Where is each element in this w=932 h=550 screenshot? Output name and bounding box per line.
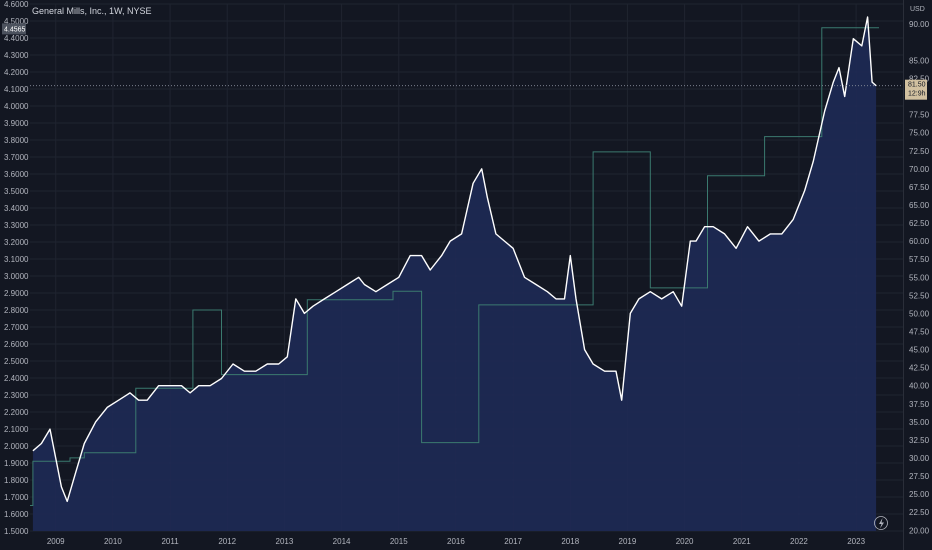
lightning-icon[interactable] [874, 516, 888, 530]
x-axis: 2009 2010 2011 2012 2013 2014 2015 2016 2017 2018… [47, 537, 866, 546]
left-tick-label: 1.7000 [4, 493, 29, 502]
left-tick-label: 4.0000 [4, 102, 29, 111]
x-tick-label: 2010 [104, 537, 122, 546]
svg-text:12:9h: 12:9h [908, 91, 926, 98]
right-tick-label: 52.50 [909, 291, 930, 300]
left-tick-label: 1.5000 [4, 527, 29, 536]
x-tick-label: 2021 [733, 537, 751, 546]
left-tick-label: 3.1000 [4, 255, 29, 264]
x-tick-label: 2018 [561, 537, 579, 546]
left-tick-label: 2.0000 [4, 442, 29, 451]
left-tick-label: 3.9000 [4, 119, 29, 128]
left-tick-label: 1.8000 [4, 476, 29, 485]
right-tick-label: 40.00 [909, 382, 930, 391]
price-badge: 81.50 12:9h [905, 79, 927, 100]
step-series [30, 27, 879, 506]
left-tick-label: 4.4000 [4, 34, 29, 43]
right-tick-label: 65.00 [909, 201, 930, 210]
x-tick-label: 2020 [676, 537, 694, 546]
right-tick-label: 50.00 [909, 309, 930, 318]
x-tick-label: 2017 [504, 537, 522, 546]
left-tick-label: 3.8000 [4, 136, 29, 145]
left-tick-label: 3.5000 [4, 187, 29, 196]
right-tick-label: 62.50 [909, 219, 930, 228]
x-tick-label: 2014 [333, 537, 351, 546]
left-tick-label: 2.3000 [4, 391, 29, 400]
left-tick-label: 3.3000 [4, 221, 29, 230]
svg-text:4.4565: 4.4565 [4, 26, 26, 33]
x-tick-label: 2013 [276, 537, 294, 546]
left-tick-label: 2.7000 [4, 323, 29, 332]
left-tick-label: 3.6000 [4, 170, 29, 179]
currency-unit: USD [910, 6, 925, 13]
price-series-line [32, 16, 877, 503]
left-tick-label: 3.7000 [4, 153, 29, 162]
right-tick-label: 90.00 [909, 20, 930, 29]
left-tick-label: 2.1000 [4, 425, 29, 434]
left-tick-label: 2.6000 [4, 340, 29, 349]
x-tick-label: 2022 [790, 537, 808, 546]
right-tick-label: 20.00 [909, 526, 930, 535]
svg-text:81.50: 81.50 [908, 82, 926, 89]
x-tick-label: 2012 [218, 537, 236, 546]
right-tick-label: 60.00 [909, 237, 930, 246]
right-tick-label: 70.00 [909, 165, 930, 174]
left-tick-label: 2.8000 [4, 306, 29, 315]
right-tick-label: 30.00 [909, 454, 930, 463]
x-tick-label: 2015 [390, 537, 408, 546]
right-tick-label: 77.50 [909, 111, 930, 120]
right-tick-label: 47.50 [909, 327, 930, 336]
left-tick-label: 3.4000 [4, 204, 29, 213]
x-tick-label: 2019 [619, 537, 637, 546]
right-tick-label: 82.50 [909, 74, 930, 83]
left-tick-label: 4.5000 [4, 17, 29, 26]
right-tick-label: 32.50 [909, 436, 930, 445]
right-tick-label: 85.00 [909, 56, 930, 65]
left-tick-label: 2.5000 [4, 357, 29, 366]
right-tick-label: 27.50 [909, 472, 930, 481]
right-axis: 90.00 85.00 82.50 77.50 75.00 72.50 70.00 67.50… [909, 20, 930, 535]
price-line [32, 16, 877, 503]
right-tick-label: 45.00 [909, 346, 930, 355]
price-area [32, 17, 877, 531]
right-tick-label: 35.00 [909, 418, 930, 427]
left-tick-label: 1.9000 [4, 459, 29, 468]
left-tick-label: 2.2000 [4, 408, 29, 417]
right-tick-label: 37.50 [909, 400, 930, 409]
chart-title: General Mills, Inc., 1W, NYSE [32, 6, 152, 16]
step-line [30, 27, 879, 506]
area-fill [32, 17, 877, 531]
right-tick-label: 42.50 [909, 364, 930, 373]
left-tick-label: 4.1000 [4, 85, 29, 94]
right-tick-label: 75.00 [909, 129, 930, 138]
left-tick-label: 2.4000 [4, 374, 29, 383]
left-tick-label: 2.9000 [4, 289, 29, 298]
left-tick-label: 4.2000 [4, 68, 29, 77]
left-current-badge: 4.4565 [2, 23, 26, 35]
right-tick-label: 25.00 [909, 490, 930, 499]
left-tick-label: 4.6000 [4, 0, 29, 9]
x-tick-label: 2009 [47, 537, 65, 546]
right-tick-label: 72.50 [909, 147, 930, 156]
left-tick-label: 4.3000 [4, 51, 29, 60]
right-tick-label: 67.50 [909, 183, 930, 192]
x-tick-label: 2023 [847, 537, 865, 546]
left-tick-label: 3.0000 [4, 272, 29, 281]
right-tick-label: 55.00 [909, 273, 930, 282]
left-tick-label: 1.6000 [4, 510, 29, 519]
right-tick-label: 22.50 [909, 508, 930, 517]
left-tick-label: 3.2000 [4, 238, 29, 247]
left-axis: 4.6000 4.5000 4.4000 4.3000 4.2000 4.1000 4.00… [4, 0, 29, 536]
right-tick-label: 57.50 [909, 255, 930, 264]
x-tick-label: 2011 [161, 537, 179, 546]
right-axis-divider [903, 0, 904, 550]
x-tick-label: 2016 [447, 537, 465, 546]
